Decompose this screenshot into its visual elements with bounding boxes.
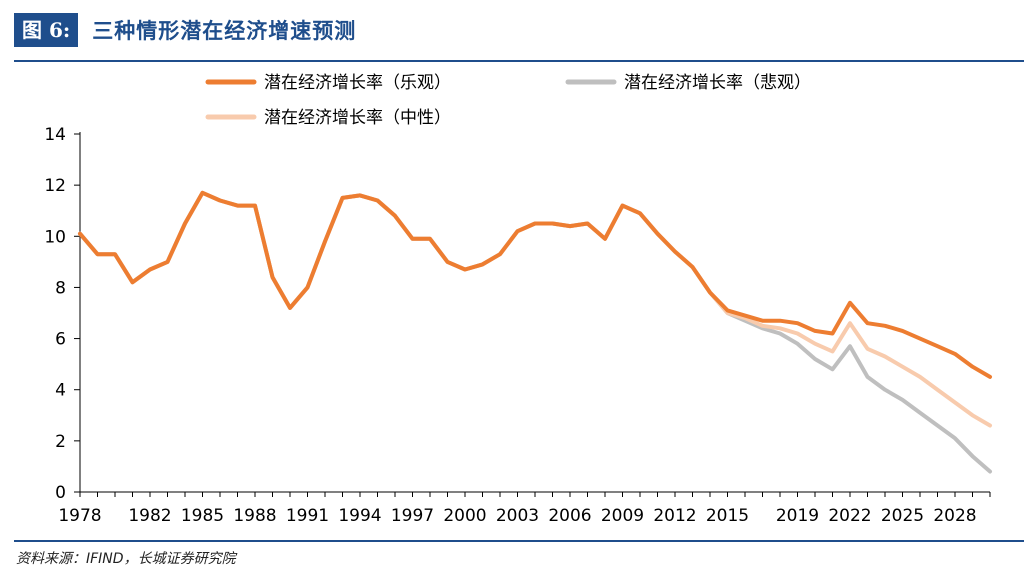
y-tick-label: 4 <box>55 381 66 401</box>
y-tick-label: 14 <box>44 125 66 145</box>
legend-label-1: 潜在经济增长率（悲观） <box>624 73 811 93</box>
series-line-0 <box>78 190 992 379</box>
x-tick-label: 2015 <box>706 506 749 526</box>
y-tick-label: 6 <box>55 330 66 350</box>
x-tick-label: 1997 <box>391 506 434 526</box>
x-tick-label: 1985 <box>181 506 224 526</box>
chart-series <box>78 190 992 474</box>
y-tick-label: 8 <box>55 278 66 298</box>
x-tick-label: 2003 <box>496 506 539 526</box>
line-chart: 潜在经济增长率（乐观） 潜在经济增长率（悲观） 潜在经济增长率（中性） 0 2 4 6 8 1… <box>44 73 992 526</box>
x-tick-label: 2006 <box>548 506 591 526</box>
x-tick-label: 1991 <box>286 506 329 526</box>
bottom-divider <box>14 540 1024 542</box>
source-note: 资料来源：IFIND，长城证券研究院 <box>16 551 236 567</box>
x-tick-label: 2000 <box>443 506 486 526</box>
x-tick-label: 2028 <box>933 506 976 526</box>
chart-axes: 0 2 4 6 8 10 12 14 1978 1982 1985 1988 1991 1994 1997 2… <box>44 125 991 526</box>
x-tick-label: 2025 <box>881 506 924 526</box>
figure-header: 图 6: 三种情形潜在经济增速预测 <box>14 12 356 48</box>
x-tick-label: 2012 <box>653 506 696 526</box>
legend-label-0: 潜在经济增长率（乐观） <box>264 73 451 93</box>
x-tick-label: 2009 <box>601 506 644 526</box>
chart-legend: 潜在经济增长率（乐观） 潜在经济增长率（悲观） 潜在经济增长率（中性） <box>205 73 811 128</box>
y-tick-label: 12 <box>44 176 66 196</box>
x-tick-label: 2022 <box>828 506 871 526</box>
figure-title: 三种情形潜在经济增速预测 <box>92 19 357 43</box>
x-tick-label: 1994 <box>338 506 381 526</box>
x-tick-label: 1982 <box>128 506 171 526</box>
x-tick-label: 1978 <box>58 506 101 526</box>
x-tick-label: 2019 <box>776 506 819 526</box>
top-divider <box>14 60 1024 62</box>
y-tick-label: 10 <box>44 227 66 247</box>
x-tick-label: 1988 <box>233 506 276 526</box>
legend-label-2: 潜在经济增长率（中性） <box>264 108 451 128</box>
series-line-1 <box>78 190 992 474</box>
y-tick-label: 0 <box>55 483 66 503</box>
y-tick-label: 2 <box>55 432 66 452</box>
figure-label: 图 6: <box>14 13 79 47</box>
